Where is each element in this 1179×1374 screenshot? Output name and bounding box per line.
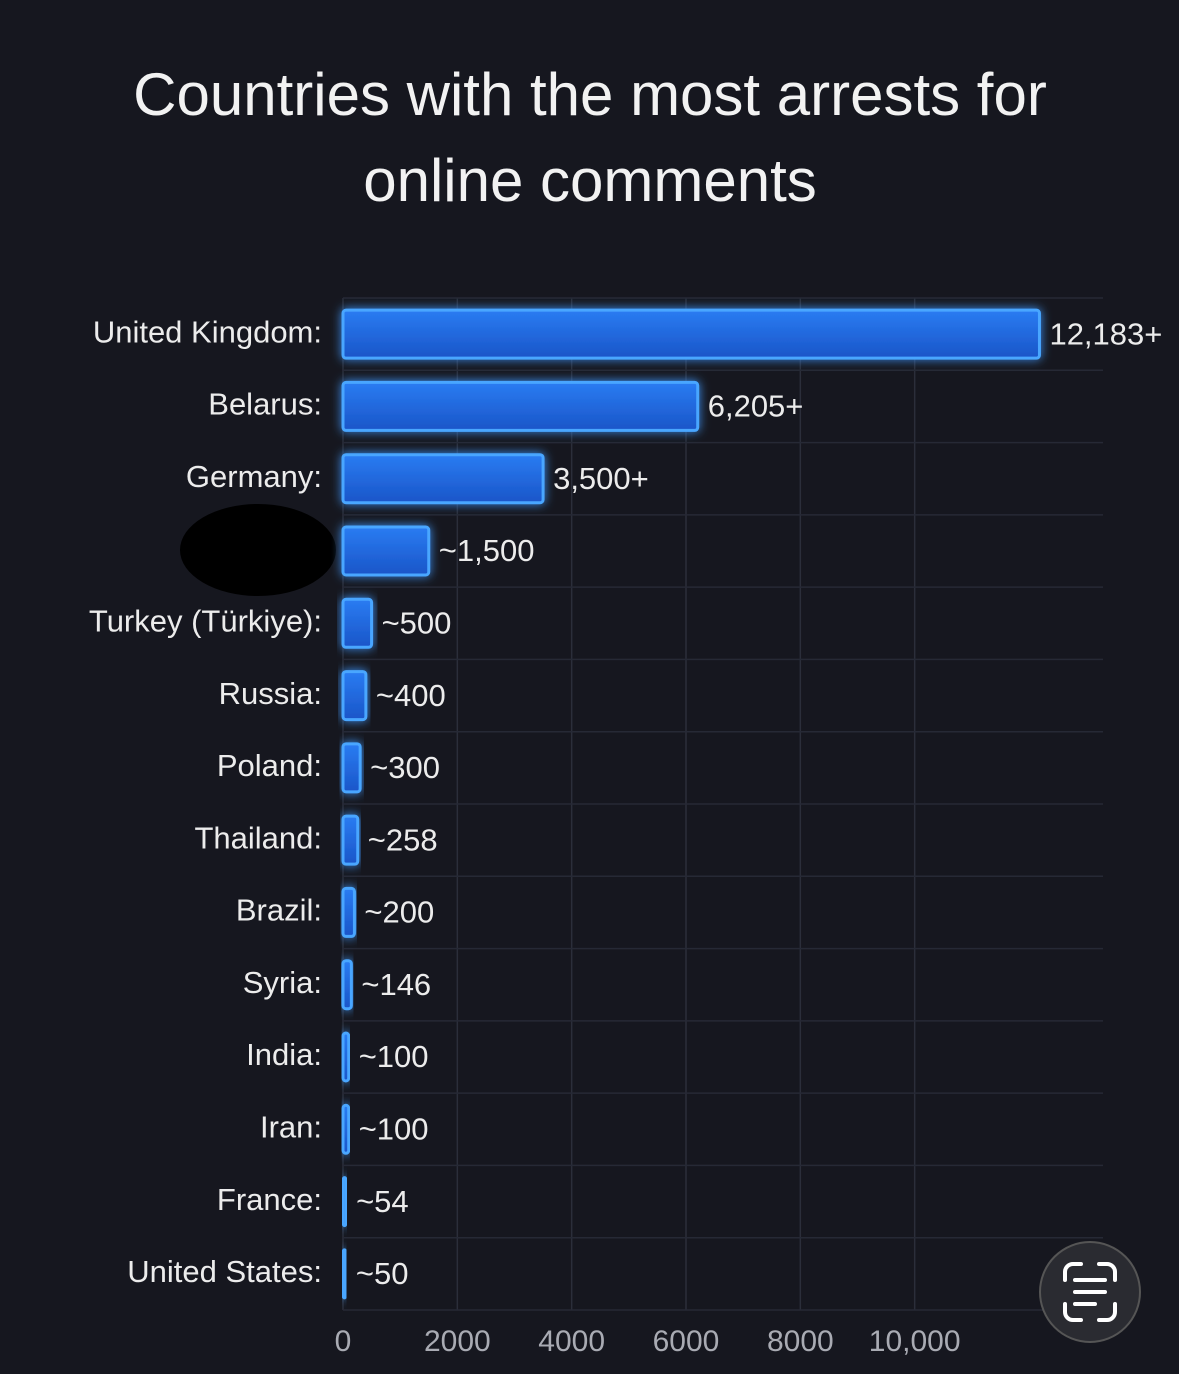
value-label: ~100 [359,1111,429,1146]
value-label: ~146 [361,967,431,1002]
y-tick-label: Belarus: [208,387,322,422]
y-tick-label: Russia: [219,676,322,711]
value-label: ~300 [370,750,440,785]
redaction [180,504,336,596]
y-tick-label: Brazil: [236,893,322,928]
y-tick-label: France: [217,1182,322,1217]
x-tick-label: 0 [335,1325,352,1358]
value-label: ~50 [356,1256,409,1291]
bar [341,525,431,577]
bar [341,670,368,722]
x-tick-label: 10,000 [869,1325,961,1358]
y-tick-label: United States: [127,1254,322,1289]
value-label: ~100 [359,1039,429,1074]
bar [341,308,1041,360]
bar [341,959,353,1011]
y-tick-label: Thailand: [194,820,322,855]
bar [341,814,360,866]
x-tick-label: 8000 [767,1325,834,1358]
y-tick-label: Syria: [243,965,322,1000]
value-label: 6,205+ [708,389,804,424]
value-label: ~400 [376,678,446,713]
y-tick-label: Germany: [186,459,322,494]
value-label: ~54 [356,1184,409,1219]
x-tick-label: 6000 [653,1325,720,1358]
value-label: ~1,500 [439,533,535,568]
x-tick-label: 2000 [424,1325,491,1358]
value-label: ~258 [368,822,438,857]
y-tick-label: Poland: [217,748,322,783]
bar [341,742,362,794]
scan-button[interactable] [1039,1241,1141,1343]
bar [341,886,356,938]
chart-title: Countries with the most arrests for onli… [133,61,1047,214]
bar [341,380,700,432]
bar [341,1031,351,1083]
y-tick-label: Turkey (Türkiye): [89,603,322,638]
value-label: 12,183+ [1049,316,1162,351]
y-tick-label: United Kingdom: [93,314,322,349]
x-tick-label: 4000 [538,1325,605,1358]
value-label: 3,500+ [553,461,649,496]
bar [341,453,545,505]
bar [341,1103,351,1155]
value-label: ~500 [382,605,452,640]
bar [341,1176,348,1228]
value-label: ~200 [364,895,434,930]
y-tick-label: India: [246,1037,322,1072]
y-tick-label: Iran: [260,1109,322,1144]
bar [341,1248,348,1300]
bar [341,597,374,649]
